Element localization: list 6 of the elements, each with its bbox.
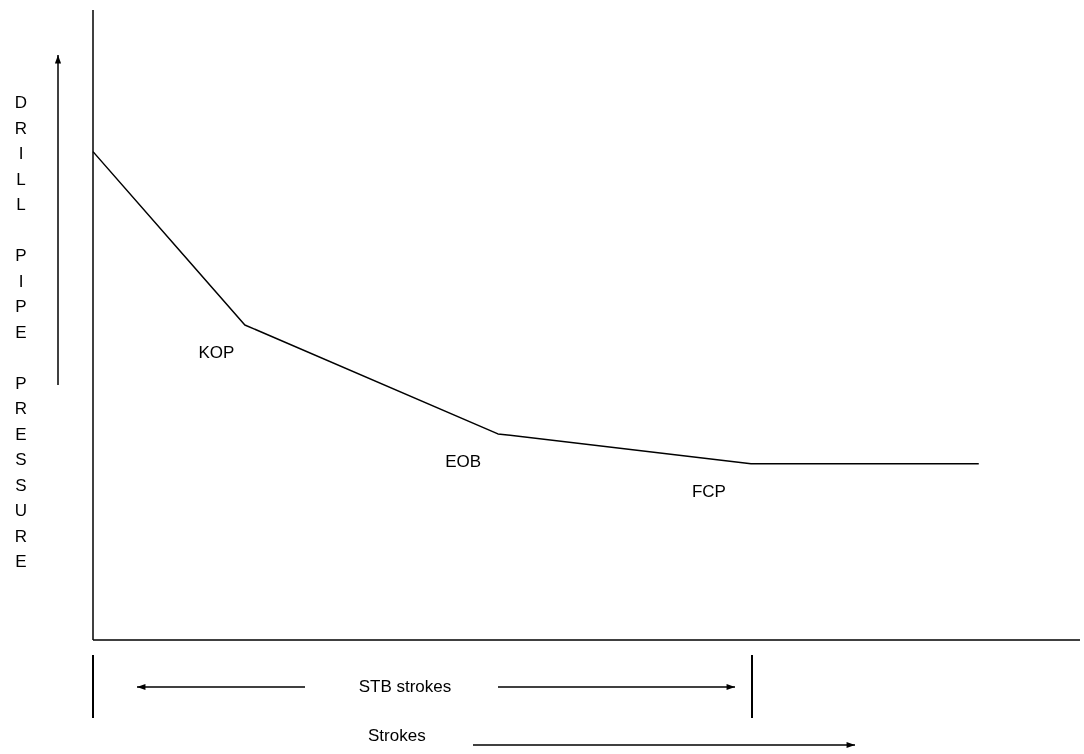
text: Strokes [368, 726, 426, 746]
text: STB strokes [357, 677, 453, 697]
text: DRILL PIPE PRESSURE [14, 93, 28, 571]
annotation: FCP [691, 481, 726, 502]
annotation: KOP [198, 343, 235, 363]
annotation: EOB [445, 451, 482, 472]
